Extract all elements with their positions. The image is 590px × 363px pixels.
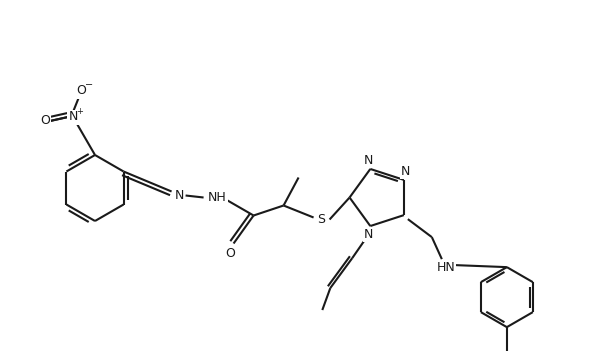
Text: N: N [68,110,78,123]
Text: O: O [225,247,235,260]
Text: HN: HN [437,261,455,274]
Text: −: − [85,80,93,90]
Text: N: N [363,228,373,241]
Text: N: N [401,166,411,178]
Text: O: O [76,85,86,98]
Text: O: O [40,114,50,127]
Text: NH: NH [208,191,227,204]
Text: N: N [363,155,373,167]
Text: N: N [175,189,184,202]
Text: S: S [317,213,326,226]
Text: +: + [77,106,83,115]
